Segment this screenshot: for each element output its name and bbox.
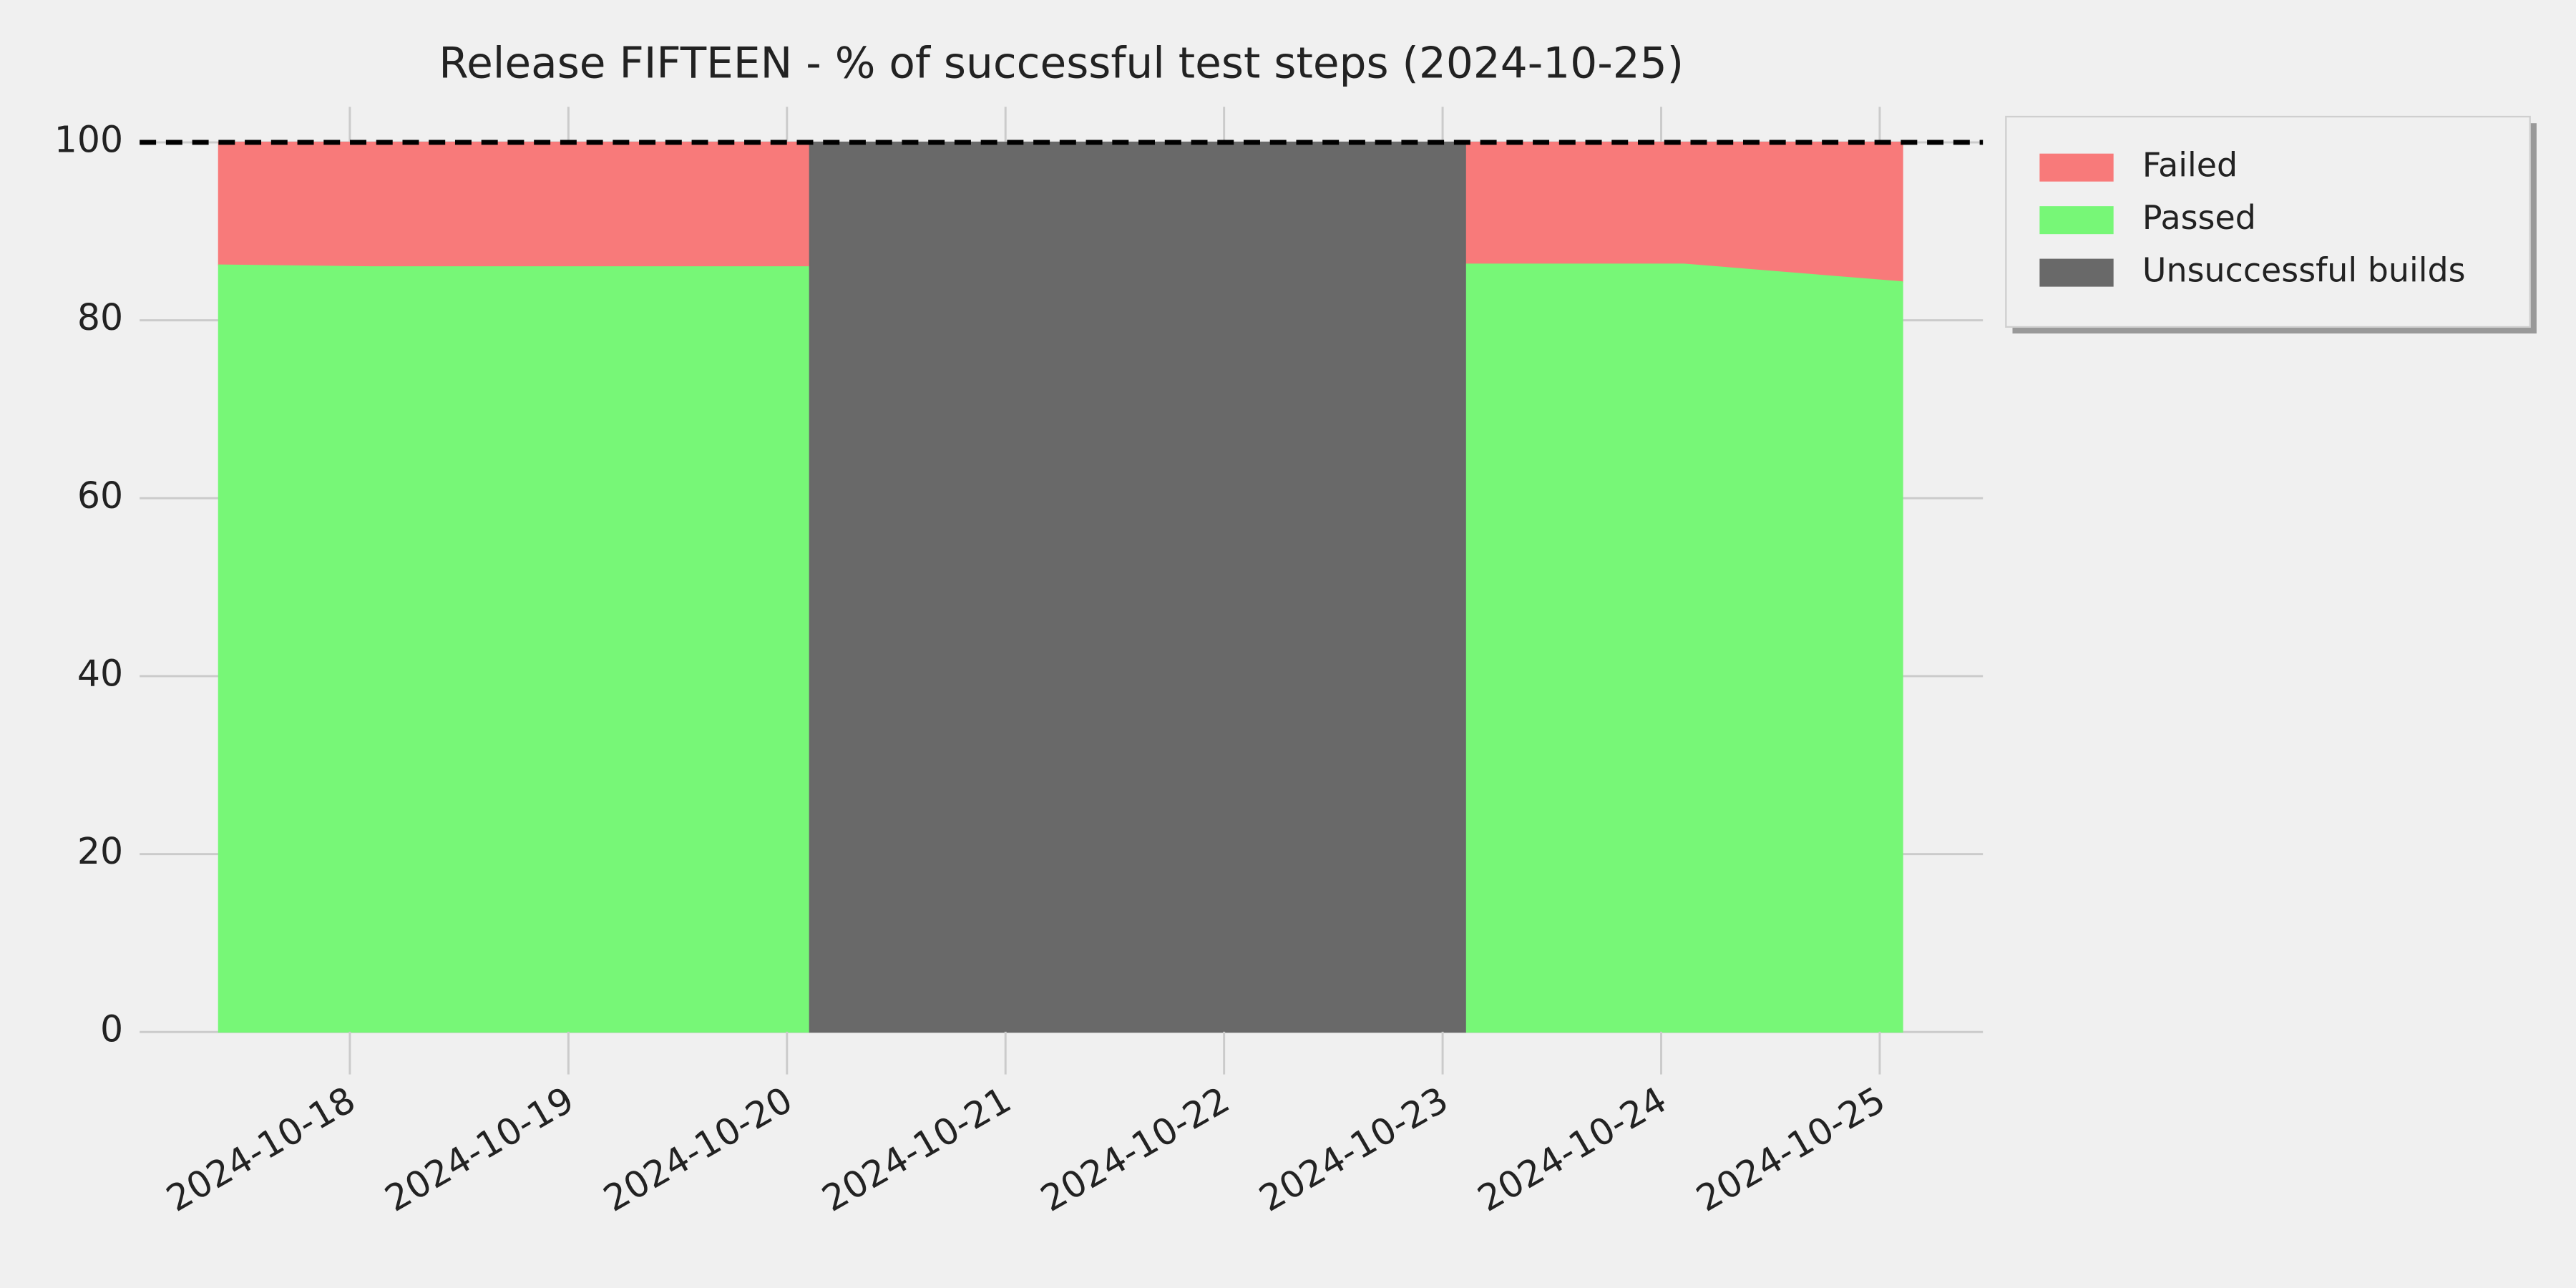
legend-swatch	[2039, 206, 2114, 235]
chart-title: Release FIFTEEN - % of successful test s…	[439, 39, 1684, 88]
area	[218, 142, 811, 268]
area	[809, 142, 1466, 1033]
y-tick-label: 0	[100, 1008, 123, 1050]
y-tick-label: 20	[77, 830, 123, 872]
legend-label: Unsuccessful builds	[2142, 251, 2466, 290]
y-tick-label: 40	[77, 652, 123, 694]
area	[218, 264, 811, 1033]
area	[1464, 263, 1903, 1033]
legend-swatch	[2039, 258, 2114, 287]
legend-label: Passed	[2142, 198, 2256, 237]
y-tick-label: 100	[54, 118, 123, 160]
area	[1464, 142, 1903, 283]
legend-label: Failed	[2142, 146, 2238, 185]
legend-swatch	[2039, 153, 2114, 182]
y-tick-label: 80	[77, 296, 123, 338]
y-tick-label: 60	[77, 474, 123, 517]
legend: Failed Passed Unsuccessful builds	[2005, 115, 2537, 334]
areas	[218, 142, 1903, 1033]
